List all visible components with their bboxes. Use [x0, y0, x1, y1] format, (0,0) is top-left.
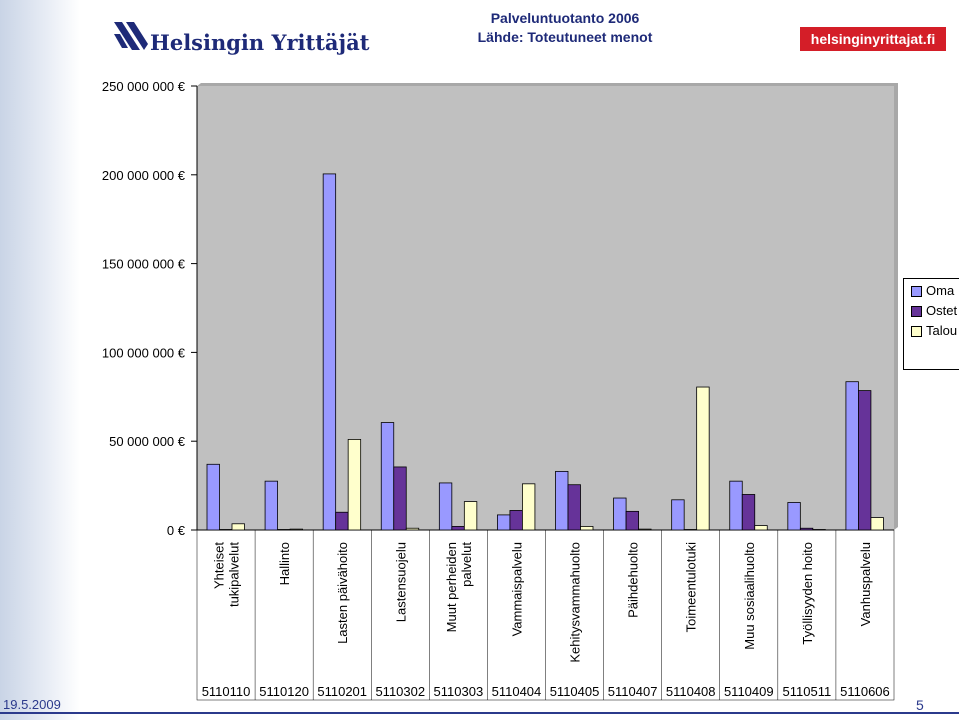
chart-subtitle: Lähde: Toteutuneet menot	[477, 29, 653, 45]
category-code-label: 5110201	[317, 684, 367, 699]
y-tick-label: 0 €	[167, 523, 186, 538]
y-tick-label: 100 000 000 €	[102, 345, 186, 360]
bar-ostet-4	[393, 466, 407, 531]
category-label: Toimeentulotuki	[684, 542, 699, 632]
chart-title: Palveluntuotanto 2006	[490, 10, 640, 26]
bar-oma-3	[322, 173, 337, 531]
website-logo[interactable]: helsinginyrittajat.fi	[800, 27, 946, 51]
bar-ostet-7	[567, 484, 581, 531]
footer-date: 19.5.2009	[3, 697, 61, 712]
category-code-label: 5110511	[783, 684, 832, 699]
category-code-label: 5110302	[375, 684, 425, 699]
bar-talou-1	[231, 523, 245, 531]
category-code-label: 5110404	[492, 684, 542, 699]
category-code-label: 5110120	[259, 684, 309, 699]
bar-ostet-6	[509, 510, 523, 531]
bar-ostet-10	[741, 494, 756, 531]
bar-talou-7	[580, 526, 594, 531]
bar-ostet-5	[451, 526, 465, 531]
y-tick-label: 200 000 000 €	[102, 168, 186, 183]
bar-ostet-11	[799, 527, 814, 531]
bar-talou-11	[812, 529, 826, 531]
category-label: Päihdehuolto	[626, 542, 641, 618]
category-code-label: 5110405	[550, 684, 600, 699]
category-label: Työllisyyden hoito	[800, 542, 815, 645]
page-number: 5	[916, 697, 924, 713]
category-code-label: 5110409	[724, 684, 774, 699]
legend-swatch-series-1	[911, 286, 922, 297]
bar-talou-8	[638, 528, 652, 531]
bar-oma-12	[845, 381, 859, 531]
bar-ostet-1	[219, 529, 233, 531]
category-label: Lasten päivähoito	[335, 542, 350, 644]
bar-ostet-9	[683, 529, 698, 531]
bar-talou-6	[522, 483, 536, 531]
bar-talou-12	[870, 517, 884, 531]
bar-oma-8	[613, 497, 627, 531]
bar-talou-5	[463, 501, 478, 531]
bar-oma-9	[671, 499, 685, 531]
bar-oma-11	[787, 502, 801, 531]
category-code-label: 5110303	[434, 684, 484, 699]
bar-talou-2	[289, 528, 303, 531]
category-code-label: 5110407	[608, 684, 658, 699]
legend-label-series-1: Oma	[926, 283, 955, 298]
bar-talou-4	[405, 527, 420, 531]
bar-ostet-12	[858, 390, 872, 531]
category-label: Muut perheiden	[444, 542, 459, 632]
category-code-label: 5110408	[666, 684, 716, 699]
category-label: Vammaispalvelu	[509, 542, 524, 636]
bar-oma-2	[264, 480, 278, 531]
left-decorative-stripe	[0, 0, 80, 720]
category-label: tukipalvelut	[227, 542, 242, 607]
legend-label-series-3: Talou	[926, 323, 958, 338]
category-label: palvelut	[459, 542, 474, 587]
category-label: Lastensuojelu	[393, 542, 408, 622]
bar-talou-3	[347, 439, 362, 531]
footer-divider	[0, 712, 959, 714]
plot-area	[197, 86, 894, 530]
y-tick-label: 250 000 000 €	[102, 79, 186, 94]
bar-oma-10	[729, 480, 743, 531]
logo-emblem-icon	[114, 22, 148, 50]
category-code-label: 5110606	[840, 684, 890, 699]
bar-talou-9	[696, 386, 710, 531]
bar-oma-6	[497, 514, 511, 531]
chart-legend: Oma Ostet Talou	[903, 278, 959, 370]
slide-title-block: Palveluntuotanto 2006 Lähde: Toteutuneet…	[430, 9, 700, 47]
logo-left-text: Helsingin Yrittäjät	[150, 30, 370, 55]
bar-oma-7	[555, 470, 569, 531]
legend-swatch-series-3	[911, 326, 922, 337]
legend-swatch-series-2	[911, 306, 922, 317]
category-label: Vanhuspalvelu	[858, 542, 873, 626]
bar-oma-4	[380, 422, 395, 531]
y-tick-label: 150 000 000 €	[102, 257, 186, 272]
category-label: Kehitysvammahuolto	[568, 542, 583, 663]
bar-ostet-2	[277, 529, 291, 531]
bar-oma-1	[206, 463, 220, 531]
bar-ostet-8	[625, 510, 639, 531]
bar-oma-5	[438, 482, 453, 531]
bar-ostet-3	[335, 511, 349, 531]
category-label: Yhteiset	[212, 542, 227, 589]
bar-talou-10	[754, 525, 768, 531]
category-label: Muu sosiaalihuolto	[742, 542, 757, 650]
category-code-label: 5110110	[202, 684, 251, 699]
category-label: Hallinto	[277, 542, 292, 585]
helsingin-yrittajat-logo: Helsingin Yrittäjät	[110, 16, 369, 56]
y-tick-label: 50 000 000 €	[109, 434, 186, 449]
legend-label-series-2: Ostet	[926, 303, 958, 318]
